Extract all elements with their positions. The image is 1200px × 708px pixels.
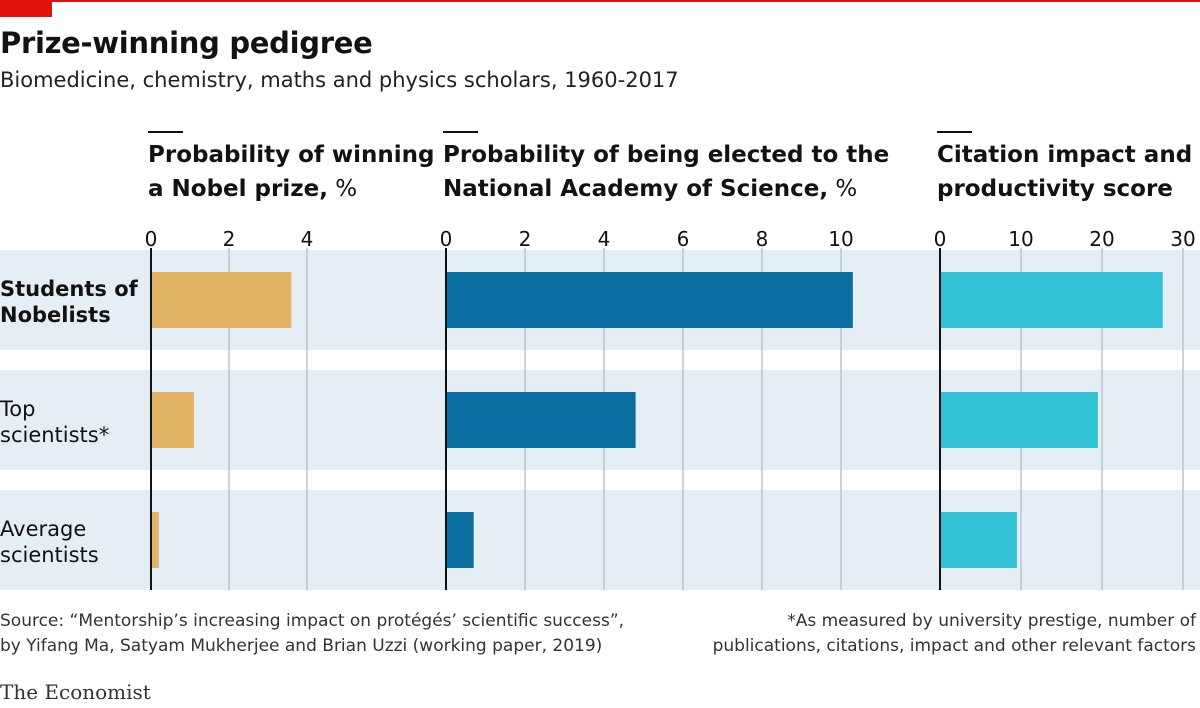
nas-tick-label-4: 8 [756,227,769,251]
footnote-line-2: publications, citations, impact and othe… [712,636,1196,656]
nas-title-unit: % [828,176,857,202]
category-label-1-line-1: scientists* [0,423,109,447]
citation-tick-label-2: 20 [1089,227,1114,251]
top-rule [0,0,1200,2]
nas-tick-label-0: 0 [440,227,453,251]
citation-bar-0 [940,272,1163,328]
nobel-title-line-0: Probability of winning [148,142,435,168]
nas-bar-1 [446,392,636,448]
brand-red-block [0,0,52,17]
bar-chart: Probability of winning a Nobel prize, % 0 2… [0,131,1200,590]
nobel-bar-0 [151,272,292,328]
nobel-title-line-1: a Nobel prize, % [148,176,357,202]
citation-title-line-1: productivity score [937,176,1173,202]
citation-tick-label-3: 30 [1170,227,1195,251]
nas-title-line-1: National Academy of Science, % [443,176,857,202]
category-label-0-line-1: Nobelists [0,303,111,327]
source-note: Source: “Mentorship’s increasing impact … [0,609,624,659]
nobel-tick-label-2: 4 [301,227,314,251]
nobel-title-unit: % [328,176,357,202]
category-label-0-line-0: Students of [0,277,139,301]
citation-tick-label-0: 0 [934,227,947,251]
citation-tick-label-1: 10 [1008,227,1033,251]
nas-tick-label-1: 2 [519,227,532,251]
row-band-2 [0,490,1200,590]
category-label-1-line-0: Top [0,397,35,421]
footnote-line-1: *As measured by university prestige, num… [787,611,1196,631]
nobel-title-rule [148,131,183,133]
nas-title-rule [443,131,478,133]
nobel-bar-2 [151,512,159,568]
nas-tick-label-5: 10 [828,227,853,251]
nas-title-line-0: Probability of being elected to the [443,142,889,168]
footnote: *As measured by university prestige, num… [713,609,1196,659]
category-label-2-line-1: scientists [0,543,99,567]
source-line-2: by Yifang Ma, Satyam Mukherjee and Brian… [0,636,603,656]
citation-title-rule [937,131,972,133]
nas-tick-label-3: 6 [677,227,690,251]
chart-title: Prize-winning pedigree [0,26,373,60]
citation-title-line-0: Citation impact and [937,142,1192,168]
category-label-2-line-0: Average [0,517,86,541]
nas-tick-label-2: 4 [598,227,611,251]
nobel-tick-label-0: 0 [145,227,158,251]
nas-bar-2 [446,512,474,568]
nobel-tick-label-1: 2 [223,227,236,251]
nas-bar-0 [446,272,853,328]
source-line-1: Source: “Mentorship’s increasing impact … [0,611,625,631]
economist-logo: The Economist [0,680,151,704]
citation-bar-1 [940,392,1098,448]
chart-subtitle: Biomedicine, chemistry, maths and physic… [0,68,679,92]
nobel-bar-1 [151,392,194,448]
citation-bar-2 [940,512,1017,568]
